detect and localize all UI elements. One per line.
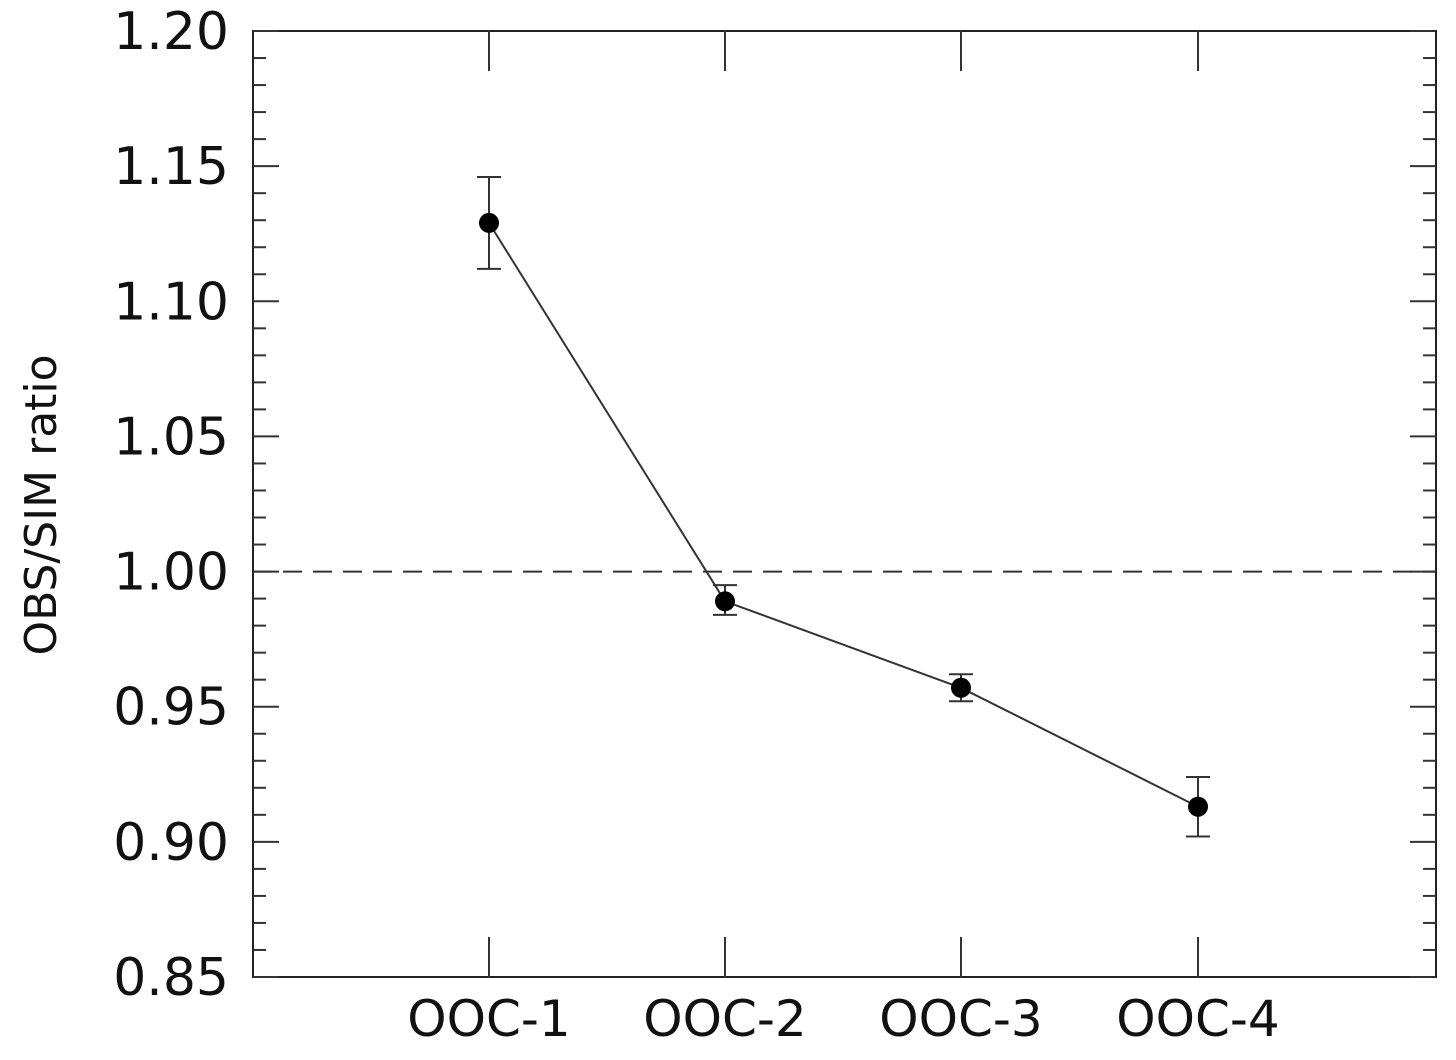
y-tick-label: 0.90 [113, 813, 229, 873]
x-tick-label: OOC-4 [1116, 990, 1279, 1048]
data-point [715, 591, 735, 612]
y-axis-title: OBS/SIM ratio [16, 354, 67, 655]
y-tick-label: 1.20 [113, 2, 229, 62]
y-tick-label: 1.05 [113, 407, 229, 467]
x-tick-label: OOC-2 [643, 990, 806, 1048]
y-tick-label: 0.85 [113, 948, 229, 1008]
data-point [951, 677, 971, 698]
y-tick-label: 1.00 [113, 543, 229, 603]
data-point [1188, 796, 1208, 817]
x-tick-label: OOC-1 [407, 990, 570, 1048]
x-tick-label: OOC-3 [879, 990, 1042, 1048]
y-tick-label: 0.95 [113, 678, 229, 738]
series-line [488, 222, 1199, 808]
y-tick-label: 1.15 [113, 137, 229, 197]
data-point [479, 212, 499, 233]
y-tick-label: 1.10 [113, 272, 229, 332]
plot-frame [252, 30, 1437, 978]
